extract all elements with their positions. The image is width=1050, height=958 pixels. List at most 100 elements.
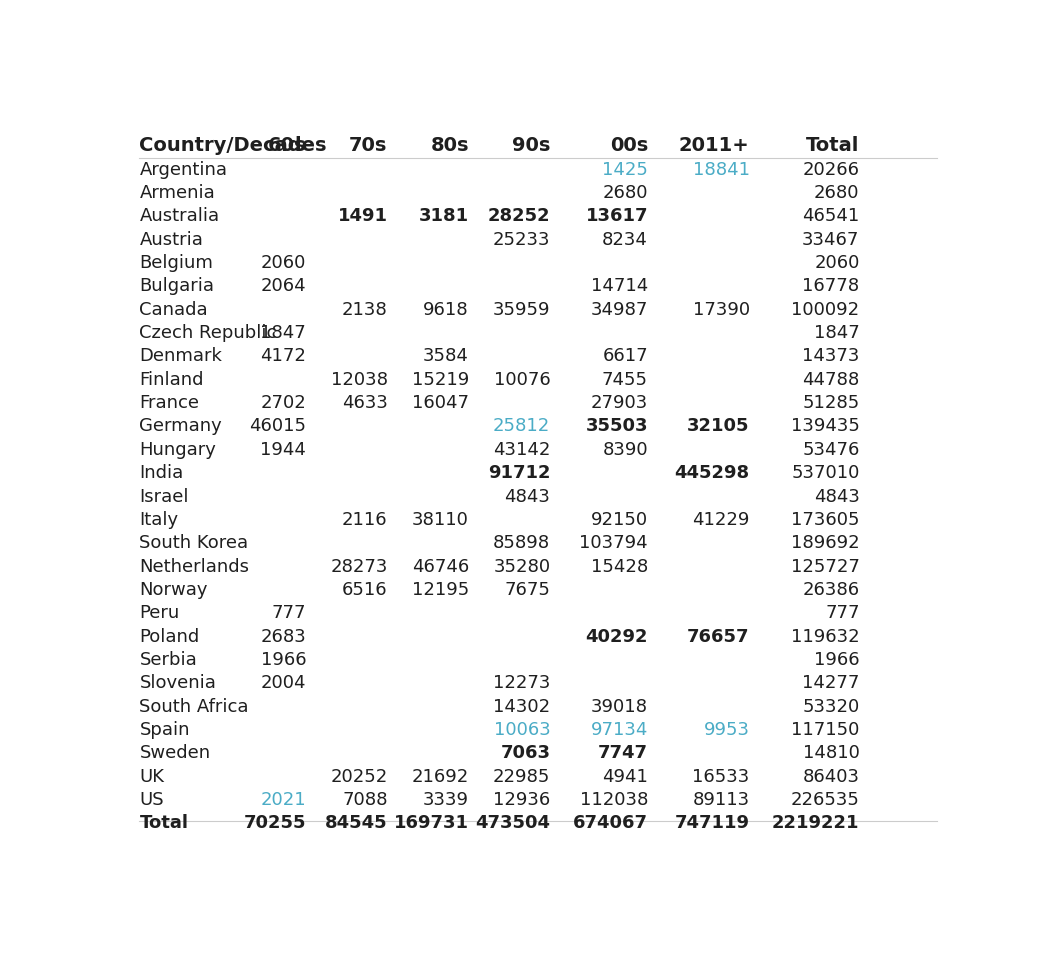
Text: South Korea: South Korea	[140, 535, 249, 552]
Text: Slovenia: Slovenia	[140, 674, 216, 693]
Text: 85898: 85898	[494, 535, 550, 552]
Text: 9953: 9953	[704, 721, 750, 739]
Text: 1425: 1425	[602, 161, 648, 178]
Text: 28273: 28273	[330, 558, 387, 576]
Text: 44788: 44788	[802, 371, 860, 389]
Text: Canada: Canada	[140, 301, 208, 319]
Text: 46746: 46746	[412, 558, 469, 576]
Text: 1966: 1966	[814, 651, 860, 669]
Text: 119632: 119632	[791, 627, 860, 646]
Text: Bulgaria: Bulgaria	[140, 278, 214, 295]
Text: 7063: 7063	[501, 744, 550, 763]
Text: 4941: 4941	[602, 767, 648, 786]
Text: 2683: 2683	[260, 627, 307, 646]
Text: 16533: 16533	[692, 767, 750, 786]
Text: Germany: Germany	[140, 418, 223, 436]
Text: 39018: 39018	[591, 697, 648, 716]
Text: 76657: 76657	[687, 627, 750, 646]
Text: 7455: 7455	[602, 371, 648, 389]
Text: South Africa: South Africa	[140, 697, 249, 716]
Text: 9618: 9618	[423, 301, 469, 319]
Text: 92150: 92150	[591, 511, 648, 529]
Text: 17390: 17390	[693, 301, 750, 319]
Text: 3181: 3181	[419, 207, 469, 225]
Text: 2680: 2680	[814, 184, 860, 202]
Text: 7747: 7747	[598, 744, 648, 763]
Text: Belgium: Belgium	[140, 254, 213, 272]
Text: 97134: 97134	[590, 721, 648, 739]
Text: 91712: 91712	[488, 465, 550, 482]
Text: 2011+: 2011+	[679, 136, 750, 154]
Text: 139435: 139435	[791, 418, 860, 436]
Text: 2064: 2064	[260, 278, 307, 295]
Text: Country/Decades: Country/Decades	[140, 136, 327, 154]
Text: 1944: 1944	[260, 441, 307, 459]
Text: 13617: 13617	[586, 207, 648, 225]
Text: 4172: 4172	[260, 348, 307, 365]
Text: 1966: 1966	[260, 651, 307, 669]
Text: 169731: 169731	[394, 814, 469, 833]
Text: 84545: 84545	[324, 814, 387, 833]
Text: Poland: Poland	[140, 627, 200, 646]
Text: 1847: 1847	[814, 324, 860, 342]
Text: 10063: 10063	[494, 721, 550, 739]
Text: 28252: 28252	[487, 207, 550, 225]
Text: 90s: 90s	[512, 136, 550, 154]
Text: 16778: 16778	[802, 278, 860, 295]
Text: 2680: 2680	[603, 184, 648, 202]
Text: Argentina: Argentina	[140, 161, 228, 178]
Text: India: India	[140, 465, 184, 482]
Text: 125727: 125727	[791, 558, 860, 576]
Text: 777: 777	[825, 604, 860, 623]
Text: 6617: 6617	[603, 348, 648, 365]
Text: 00s: 00s	[610, 136, 648, 154]
Text: 4843: 4843	[814, 488, 860, 506]
Text: 53320: 53320	[802, 697, 860, 716]
Text: 46541: 46541	[802, 207, 860, 225]
Text: 14810: 14810	[802, 744, 860, 763]
Text: Total: Total	[806, 136, 860, 154]
Text: 2138: 2138	[342, 301, 387, 319]
Text: 226535: 226535	[791, 791, 860, 810]
Text: Hungary: Hungary	[140, 441, 216, 459]
Text: 445298: 445298	[674, 465, 750, 482]
Text: 89113: 89113	[693, 791, 750, 810]
Text: Finland: Finland	[140, 371, 204, 389]
Text: US: US	[140, 791, 164, 810]
Text: UK: UK	[140, 767, 165, 786]
Text: Armenia: Armenia	[140, 184, 215, 202]
Text: 43142: 43142	[492, 441, 550, 459]
Text: 38110: 38110	[412, 511, 469, 529]
Text: 20266: 20266	[802, 161, 860, 178]
Text: Serbia: Serbia	[140, 651, 197, 669]
Text: 14277: 14277	[802, 674, 860, 693]
Text: Norway: Norway	[140, 581, 208, 599]
Text: 117150: 117150	[792, 721, 860, 739]
Text: 60s: 60s	[268, 136, 307, 154]
Text: 674067: 674067	[573, 814, 648, 833]
Text: 2021: 2021	[260, 791, 307, 810]
Text: Spain: Spain	[140, 721, 190, 739]
Text: France: France	[140, 394, 200, 412]
Text: 1491: 1491	[338, 207, 387, 225]
Text: 7088: 7088	[342, 791, 387, 810]
Text: 26386: 26386	[802, 581, 860, 599]
Text: 2060: 2060	[260, 254, 307, 272]
Text: 747119: 747119	[675, 814, 750, 833]
Text: 53476: 53476	[802, 441, 860, 459]
Text: 80s: 80s	[430, 136, 469, 154]
Text: 2219221: 2219221	[772, 814, 860, 833]
Text: Australia: Australia	[140, 207, 219, 225]
Text: 33467: 33467	[802, 231, 860, 249]
Text: 18841: 18841	[693, 161, 750, 178]
Text: 70s: 70s	[350, 136, 387, 154]
Text: 12273: 12273	[492, 674, 550, 693]
Text: 35959: 35959	[492, 301, 550, 319]
Text: 15219: 15219	[412, 371, 469, 389]
Text: 173605: 173605	[791, 511, 860, 529]
Text: 4633: 4633	[341, 394, 387, 412]
Text: 10076: 10076	[494, 371, 550, 389]
Text: Peru: Peru	[140, 604, 180, 623]
Text: 16047: 16047	[412, 394, 469, 412]
Text: 103794: 103794	[580, 535, 648, 552]
